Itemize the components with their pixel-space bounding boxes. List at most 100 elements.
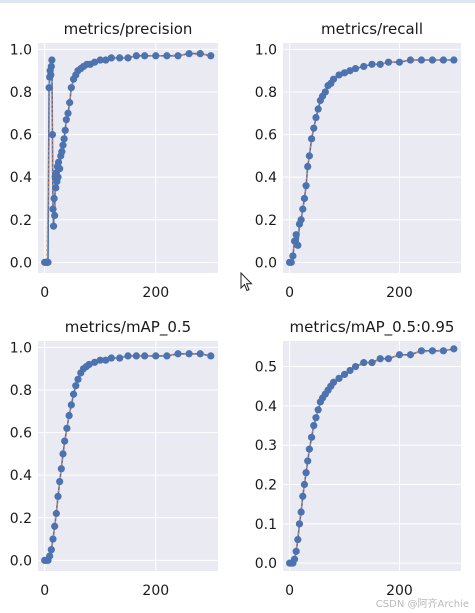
data-point bbox=[141, 352, 149, 360]
y-tick-label: 0.0 bbox=[255, 556, 277, 572]
mouse-pointer-icon bbox=[240, 272, 253, 292]
data-point bbox=[292, 231, 300, 239]
chart-panel-3: metrics/mAP_0.5 0.0 0.2 0.4 0.6 0.8 1.0 0 200 bbox=[10, 318, 218, 599]
chart-title: metrics/mAP_0.5 bbox=[65, 318, 191, 337]
x-tick-label: 200 bbox=[142, 583, 169, 599]
data-point bbox=[310, 421, 318, 430]
data-point bbox=[340, 69, 349, 77]
data-point bbox=[314, 105, 322, 113]
y-tick-label: 0.0 bbox=[10, 553, 32, 569]
data-point bbox=[395, 58, 404, 66]
data-point bbox=[428, 347, 437, 355]
data-point bbox=[152, 352, 160, 360]
y-tick-label: 1.0 bbox=[10, 340, 32, 356]
data-point bbox=[52, 184, 60, 192]
data-point bbox=[299, 492, 307, 500]
chart-title: metrics/mAP_0.5:0.95 bbox=[290, 318, 455, 337]
data-point bbox=[61, 126, 69, 134]
data-point bbox=[300, 480, 309, 489]
window-top-strip bbox=[0, 0, 475, 3]
data-point bbox=[66, 99, 74, 107]
data-point bbox=[304, 457, 312, 465]
data-point bbox=[57, 465, 65, 473]
data-point bbox=[58, 148, 66, 156]
data-point bbox=[302, 469, 310, 477]
y-tick-label: 0.0 bbox=[10, 255, 32, 271]
y-tick-label: 0.4 bbox=[10, 170, 32, 186]
y-tick-label: 0.8 bbox=[10, 85, 32, 101]
y-tick-label: 0.0 bbox=[255, 255, 277, 271]
chart-panel-1: metrics/precision 0.0 0.2 0.4 0.6 0.8 1.0 0 200 bbox=[10, 20, 218, 301]
data-point bbox=[351, 362, 360, 371]
data-point bbox=[314, 406, 322, 414]
y-tick-label: 0.5 bbox=[255, 360, 277, 376]
chart-panel-4: metrics/mAP_0.5:0.95 0.0 0.1 0.2 0.3 0.4 0.5 0 2… bbox=[255, 318, 461, 599]
data-point bbox=[406, 56, 415, 64]
data-point bbox=[48, 130, 57, 139]
data-point bbox=[335, 374, 343, 382]
plot-area bbox=[283, 43, 461, 273]
y-tick-label: 0.8 bbox=[255, 85, 277, 101]
data-point bbox=[116, 354, 124, 362]
data-point bbox=[312, 113, 320, 122]
y-tick-label: 0.6 bbox=[10, 128, 32, 144]
data-point bbox=[376, 60, 384, 68]
y-tick-label: 0.6 bbox=[10, 426, 32, 442]
data-point bbox=[384, 58, 393, 66]
plot-area bbox=[283, 341, 461, 571]
data-point bbox=[307, 135, 316, 143]
data-point bbox=[52, 509, 60, 518]
data-point bbox=[49, 535, 57, 543]
data-point bbox=[207, 52, 215, 60]
data-point bbox=[376, 355, 384, 363]
data-point bbox=[64, 109, 72, 117]
x-tick-label: 200 bbox=[142, 285, 169, 301]
data-point bbox=[196, 350, 204, 358]
data-point bbox=[56, 165, 64, 173]
y-tick-label: 0.2 bbox=[255, 478, 277, 494]
data-point bbox=[340, 370, 349, 379]
data-point bbox=[450, 345, 458, 353]
data-point bbox=[406, 351, 415, 359]
x-tick-label: 0 bbox=[285, 285, 294, 301]
data-point bbox=[49, 222, 58, 230]
data-point bbox=[74, 375, 82, 383]
y-tick-label: 0.2 bbox=[255, 213, 277, 229]
data-point bbox=[329, 75, 338, 83]
data-point bbox=[61, 437, 69, 445]
y-tick-label: 1.0 bbox=[255, 42, 277, 58]
x-tick-label: 0 bbox=[40, 285, 49, 301]
data-point bbox=[62, 116, 70, 124]
data-point bbox=[96, 356, 104, 364]
x-tick-label: 200 bbox=[386, 583, 413, 599]
data-point bbox=[174, 52, 182, 60]
data-point bbox=[310, 124, 318, 132]
data-point bbox=[290, 555, 299, 563]
data-point bbox=[47, 546, 55, 554]
chart-title: metrics/recall bbox=[321, 20, 423, 38]
data-point bbox=[329, 378, 338, 386]
x-tick-label: 0 bbox=[285, 583, 294, 599]
data-point bbox=[351, 64, 360, 73]
data-point bbox=[54, 173, 62, 181]
data-point bbox=[307, 433, 316, 441]
y-tick-label: 0.1 bbox=[255, 517, 277, 533]
data-point bbox=[321, 88, 329, 96]
y-tick-label: 0.4 bbox=[10, 468, 32, 484]
data-point bbox=[51, 211, 59, 220]
data-point bbox=[312, 414, 320, 422]
y-tick-label: 0.4 bbox=[255, 399, 277, 415]
y-tick-label: 1.0 bbox=[10, 42, 32, 58]
data-point bbox=[450, 56, 458, 64]
y-tick-label: 0.4 bbox=[255, 170, 277, 186]
data-point bbox=[152, 52, 160, 60]
data-point bbox=[294, 535, 302, 544]
x-tick-label: 200 bbox=[386, 285, 413, 301]
data-point bbox=[102, 356, 110, 364]
data-point bbox=[59, 141, 67, 149]
data-point bbox=[107, 54, 115, 62]
data-point bbox=[305, 152, 313, 160]
data-point bbox=[346, 366, 354, 375]
data-point bbox=[289, 252, 297, 260]
